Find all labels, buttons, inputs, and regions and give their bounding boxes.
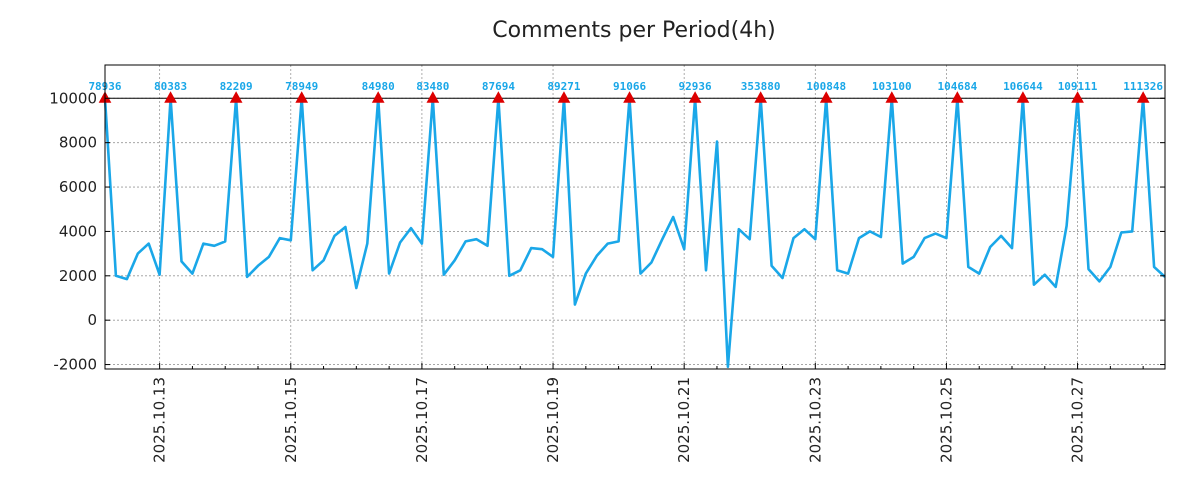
series-layer (103, 97, 1166, 369)
peak-marker (557, 91, 571, 103)
peak-label: 104684 (937, 80, 977, 93)
y-tick-label: 2000 (59, 267, 97, 285)
peak-marker (754, 91, 768, 103)
peak-marker (1016, 91, 1030, 103)
peak-marker (164, 91, 177, 103)
peak-marker (819, 91, 833, 103)
peak-label: 111326 (1123, 80, 1163, 93)
peak-labels: 78936 80383 82209 78949 84980 83480 87694 89271… (88, 80, 1163, 93)
x-tick-label: 2025.10.23 (806, 377, 824, 463)
peak-marker (229, 91, 243, 103)
peak-label: 89271 (547, 80, 580, 93)
y-axis: -2000 0 2000 4000 6000 8000 10000 (49, 89, 1165, 374)
peak-label: 91066 (613, 80, 646, 93)
peak-marker (1071, 91, 1084, 103)
y-tick-label: 10000 (49, 89, 97, 107)
peak-label: 92936 (679, 80, 712, 93)
peak-markers (98, 91, 1150, 103)
peak-marker (492, 91, 505, 103)
peak-label: 80383 (154, 80, 187, 93)
x-tick-label: 2025.10.19 (544, 377, 562, 463)
peak-marker (688, 91, 702, 103)
x-axis: 2025.10.13 2025.10.15 2025.10.17 2025.10.19… (151, 363, 1144, 463)
y-tick-label: 0 (87, 311, 97, 329)
peak-label: 100848 (806, 80, 846, 93)
peak-label: 353880 (741, 80, 781, 93)
peak-label: 109111 (1058, 80, 1098, 93)
x-tick-label: 2025.10.21 (675, 377, 693, 463)
x-tick-label: 2025.10.15 (282, 377, 300, 463)
peak-marker (426, 91, 440, 103)
y-tick-label: 8000 (59, 134, 97, 152)
y-tick-label: 4000 (59, 222, 97, 240)
peak-marker (1136, 91, 1150, 103)
peak-label: 87694 (482, 80, 515, 93)
x-tick-label: 2025.10.13 (151, 377, 169, 463)
grid (105, 65, 1165, 369)
plot-frame (104, 64, 1166, 370)
peak-label: 84980 (362, 80, 395, 93)
peak-label: 103100 (872, 80, 912, 93)
y-tick-label: -2000 (53, 356, 97, 374)
peak-label: 78949 (285, 80, 318, 93)
y-tick-label: 6000 (59, 178, 97, 196)
peak-label: 106644 (1003, 80, 1043, 93)
peak-marker (623, 91, 636, 103)
peak-label: 83480 (416, 80, 449, 93)
peak-marker (885, 91, 899, 103)
x-tick-label: 2025.10.27 (1069, 377, 1087, 463)
peak-label: 82209 (220, 80, 253, 93)
x-tick-label: 2025.10.25 (937, 377, 955, 463)
peak-marker (371, 91, 385, 103)
x-tick-label: 2025.10.17 (413, 377, 431, 463)
peak-marker (295, 91, 309, 103)
peak-marker (951, 91, 964, 103)
series-line (103, 97, 1166, 369)
chart-title: Comments per Period(4h) (492, 18, 776, 43)
